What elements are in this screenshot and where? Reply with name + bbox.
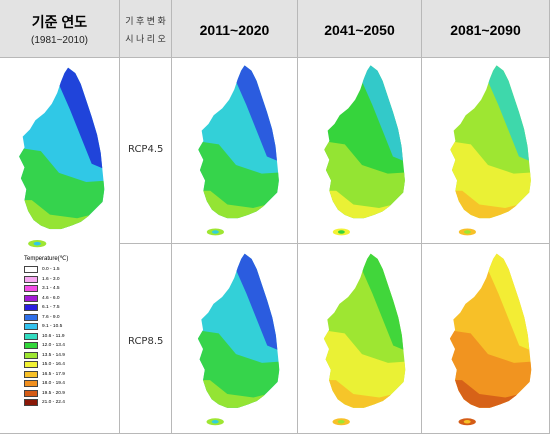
legend-label: 4.6 - 6.0 (42, 295, 60, 301)
legend-swatch (24, 351, 38, 359)
legend-swatch (24, 313, 38, 321)
legend-label: 19.5 - 20.9 (42, 390, 65, 396)
legend-swatch (24, 389, 38, 397)
legend-swatch (24, 370, 38, 378)
scenario-header-line2: 시 나 리 오 (125, 34, 166, 44)
header-period-2011: 2011~2020 (172, 0, 298, 58)
legend-swatch (24, 285, 38, 293)
legend-title: Temperature(℃) (24, 256, 69, 262)
legend-item: 7.6 - 9.0 (24, 313, 84, 323)
map-rcp85-2041 (323, 253, 406, 426)
legend-swatch (24, 304, 38, 312)
legend-label: 21.0 - 22.4 (42, 400, 65, 406)
legend-label: 12.0 - 13.4 (42, 343, 65, 349)
period-2081-label: 2081~2090 (450, 22, 521, 38)
legend-label: 6.1 - 7.5 (42, 305, 60, 311)
baseline-map (19, 67, 105, 248)
legend-item: 21.0 - 22.4 (24, 398, 84, 408)
map-cell-rcp85-2011 (172, 244, 298, 434)
header-period-2081: 2081~2090 (422, 0, 550, 58)
legend-swatch (24, 342, 38, 350)
legend-label: 7.6 - 9.0 (42, 314, 60, 320)
scenario-rcp45-label: RCP4.5 (128, 144, 164, 155)
legend-swatch (24, 323, 38, 331)
baseline-cell: Temperature(℃) 0.0 - 1.5 1.6 - 3.0 3.1 - 4… (0, 58, 120, 434)
legend-label: 9.1 - 10.5 (42, 324, 63, 330)
legend-item: 3.1 - 4.5 (24, 284, 84, 294)
period-2041-label: 2041~2050 (324, 22, 395, 38)
map-rcp85-2011 (197, 253, 280, 426)
header-period-2041: 2041~2050 (298, 0, 422, 58)
scenario-rcp85-cell: RCP8.5 (120, 244, 172, 434)
scenario-rcp45-cell: RCP4.5 (120, 58, 172, 244)
legend-label: 3.1 - 4.5 (42, 286, 60, 292)
legend-label: 1.6 - 3.0 (42, 276, 60, 282)
legend-swatch (24, 294, 38, 302)
legend-item: 1.6 - 3.0 (24, 275, 84, 285)
legend-item: 13.5 - 14.9 (24, 351, 84, 361)
map-rcp45-2081 (450, 65, 531, 236)
legend-label: 13.5 - 14.9 (42, 352, 65, 358)
header-scenario: 기 후 변 화 시 나 리 오 (120, 0, 172, 58)
legend-swatch (24, 266, 38, 274)
legend-swatch (24, 332, 38, 340)
legend-swatch (24, 361, 38, 369)
legend-item: 6.1 - 7.5 (24, 303, 84, 313)
legend-label: 0.0 - 1.5 (42, 267, 60, 273)
legend-label: 18.0 - 19.4 (42, 381, 65, 387)
legend-item: 16.5 - 17.9 (24, 370, 84, 380)
legend-swatch (24, 380, 38, 388)
map-rcp45-2011 (198, 65, 279, 236)
map-rcp45-2041 (324, 65, 405, 236)
legend-item: 19.5 - 20.9 (24, 389, 84, 399)
legend-item: 18.0 - 19.4 (24, 379, 84, 389)
period-2011-label: 2011~2020 (199, 22, 270, 38)
baseline-title: 기준 연도 (31, 14, 88, 30)
legend-item: 15.0 - 16.4 (24, 360, 84, 370)
temperature-legend: Temperature(℃) 0.0 - 1.5 1.6 - 3.0 3.1 - 4… (24, 255, 84, 408)
scenario-header-line1: 기 후 변 화 (125, 16, 166, 26)
map-cell-rcp45-2011 (172, 58, 298, 244)
legend-swatch (24, 399, 38, 407)
legend-item: 4.6 - 6.0 (24, 294, 84, 304)
legend-item: 9.1 - 10.5 (24, 322, 84, 332)
legend-item: 10.6 - 11.9 (24, 332, 84, 342)
legend-item: 0.0 - 1.5 (24, 265, 84, 275)
scenario-rcp85-label: RCP8.5 (128, 336, 164, 347)
header-baseline: 기준 연도 (1981~2010) (0, 0, 120, 58)
baseline-period: (1981~2010) (31, 35, 88, 46)
legend-item: 12.0 - 13.4 (24, 341, 84, 351)
legend-swatch (24, 275, 38, 283)
legend-label: 16.5 - 17.9 (42, 371, 65, 377)
map-cell-rcp85-2041 (298, 244, 422, 434)
legend-label: 10.6 - 11.9 (42, 333, 65, 339)
map-cell-rcp85-2081 (422, 244, 550, 434)
legend-label: 15.0 - 16.4 (42, 362, 65, 368)
map-cell-rcp45-2041 (298, 58, 422, 244)
map-cell-rcp45-2081 (422, 58, 550, 244)
map-rcp85-2081 (449, 253, 532, 426)
